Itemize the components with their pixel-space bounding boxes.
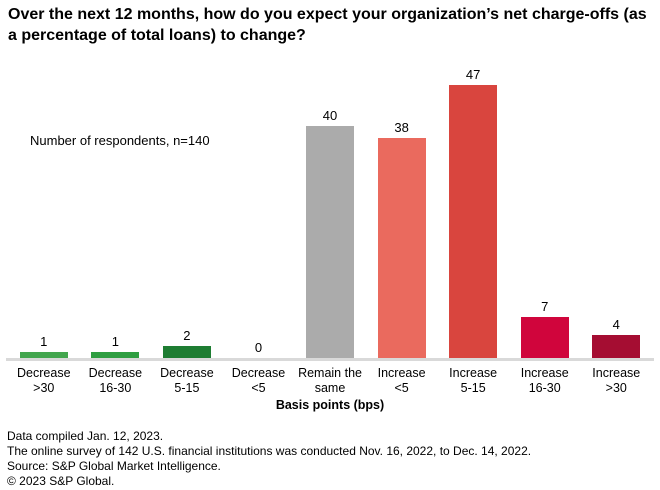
bar xyxy=(520,317,569,358)
bar-value-label: 0 xyxy=(254,340,263,355)
bar xyxy=(592,334,641,358)
bar-value-label: 40 xyxy=(322,108,338,123)
category-label: Decrease 5-15 xyxy=(160,366,214,395)
bar-value-label: 1 xyxy=(111,334,119,350)
bar xyxy=(449,85,498,358)
category-label: Increase >30 xyxy=(592,366,641,395)
bar-value-label: 38 xyxy=(394,119,409,135)
bar xyxy=(162,346,211,358)
bar-column: 38 xyxy=(366,63,438,358)
bar xyxy=(91,352,140,358)
bar-value-label: 7 xyxy=(541,299,549,315)
bar-column: 1 xyxy=(8,63,80,358)
bar-value-label: 1 xyxy=(40,334,48,350)
bar xyxy=(377,137,426,358)
bar xyxy=(19,352,68,358)
category-label: Increase 5-15 xyxy=(449,366,498,395)
category-label: Increase 16-30 xyxy=(520,366,569,395)
footnote-line: © 2023 S&P Global. xyxy=(7,473,115,488)
category-label: Decrease 16-30 xyxy=(88,366,143,395)
bar-value-label: 4 xyxy=(612,316,620,332)
footnote-line: The online survey of 142 U.S. financial … xyxy=(7,443,532,458)
bar-column: 1 xyxy=(80,63,152,358)
chart-title: Over the next 12 months, how do you expe… xyxy=(8,6,647,44)
bar-column: 7 xyxy=(509,63,581,358)
bar-column: 2 xyxy=(151,63,223,358)
bar xyxy=(306,126,355,358)
bar-column: 47 xyxy=(437,63,509,358)
footnote-line: Data compiled Jan. 12, 2023. xyxy=(7,429,164,443)
bar-column: 4 xyxy=(581,63,653,358)
bar-column: 40 xyxy=(294,63,366,358)
category-label: Decrease >30 xyxy=(17,366,71,395)
x-axis-title: Basis points (bps) xyxy=(275,398,385,412)
footnote-line: Source: S&P Global Market Intelligence. xyxy=(7,458,221,473)
category-label: Remain the same xyxy=(298,366,362,395)
bar-column: 0 xyxy=(223,63,295,358)
bar-value-label: 47 xyxy=(465,67,481,83)
category-label: Increase <5 xyxy=(377,366,426,395)
respondents-note: Number of respondents, n=140 xyxy=(30,133,210,148)
bar-value-label: 2 xyxy=(183,328,191,344)
category-label: Decrease <5 xyxy=(231,366,286,395)
x-axis-line xyxy=(6,358,654,361)
x-axis-category-labels: Decrease >30 Decrease 16-30 Decrease 5-15 D… xyxy=(8,366,652,396)
bar-chart-plot-area: 1 1 2 0 40 38 47 7 4 xyxy=(8,63,652,358)
footnotes: Data compiled Jan. 12, 2023. The online s… xyxy=(7,429,653,489)
